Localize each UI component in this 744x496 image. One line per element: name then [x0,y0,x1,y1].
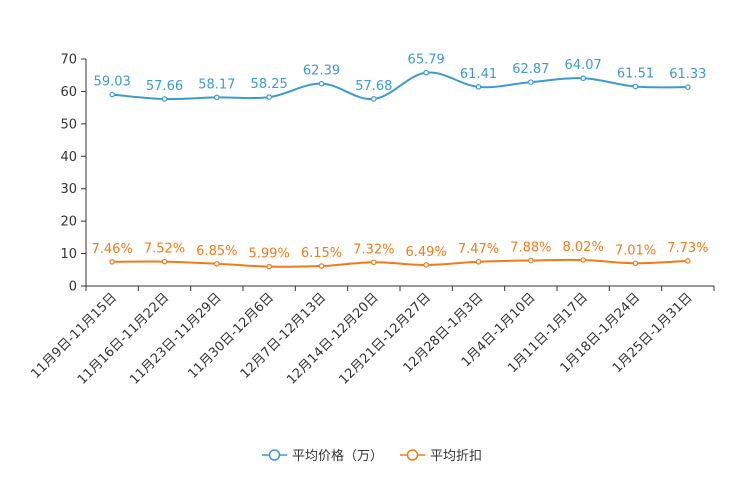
y-tick-label: 40 [60,150,77,165]
data-label: 64.07 [565,58,602,73]
data-label: 7.73% [667,241,708,256]
data-label: 7.88% [510,240,551,255]
data-label: 5.99% [249,247,290,262]
legend-label: 平均折扣 [430,449,482,464]
data-point[interactable] [685,84,691,90]
data-labels: 59.03 57.66 58.17 58.25 62.39 57.68 65.79 61.41… [92,53,709,262]
y-tick-label: 30 [60,182,77,197]
x-tick-label: 11月16日-11月22日 [75,290,172,387]
data-point[interactable] [109,259,115,265]
data-point[interactable] [214,260,220,267]
legend-item-1[interactable]: 平均价格（万） [262,448,383,464]
data-label: 62.87 [512,62,549,77]
data-point[interactable] [632,260,639,267]
data-label: 58.17 [198,77,235,92]
legend-marker-icon [268,449,281,461]
series-line-2 [112,258,688,268]
data-label: 6.49% [406,245,447,260]
x-tick-label: 11月9日-11月15日 [28,290,120,382]
data-point[interactable] [580,75,586,82]
data-point[interactable] [475,258,482,265]
data-point[interactable] [528,257,534,264]
y-tick-label: 70 [60,53,77,68]
data-label: 6.15% [301,246,342,261]
data-point[interactable] [318,263,325,269]
data-label: 7.46% [92,242,133,257]
data-point[interactable] [266,263,272,270]
series-line-1 [112,71,688,101]
data-label: 57.66 [146,79,183,94]
data-point[interactable] [423,69,429,76]
data-label: 61.33 [669,67,706,82]
data-point[interactable] [632,83,639,90]
data-point[interactable] [371,96,377,102]
data-label: 62.39 [303,64,340,79]
legend-item-2[interactable]: 平均折扣 [400,449,482,464]
data-point[interactable] [580,257,586,263]
data-point[interactable] [214,94,220,101]
x-tick-label: 12月21日-12月27日 [337,290,434,387]
data-label: 7.01% [615,243,656,258]
data-point[interactable] [423,262,429,268]
legend-marker-icon [406,449,419,461]
y-tick-label: 0 [69,280,77,295]
data-point[interactable] [475,84,482,90]
y-tick-label: 60 [60,85,77,100]
data-label: 59.03 [94,75,131,90]
chart-legend[interactable]: 平均价格（万） 平均折扣 [262,448,482,464]
y-tick-label: 20 [60,215,77,230]
y-tick-label: 10 [60,247,77,262]
data-point[interactable] [161,258,168,265]
y-tick-label: 50 [60,117,77,132]
series-lines [112,71,688,268]
data-label: 61.41 [460,67,497,82]
data-label: 61.51 [617,67,654,82]
data-point[interactable] [528,79,534,85]
x-tick-label: 12月14日-12月20日 [284,290,381,387]
data-point[interactable] [266,94,272,100]
legend-label: 平均价格（万） [292,448,383,464]
data-label: 7.32% [353,242,394,257]
data-label: 58.25 [251,77,288,92]
data-point[interactable] [161,96,168,102]
data-label: 8.02% [563,240,604,255]
data-point[interactable] [371,259,377,266]
data-label: 6.85% [196,244,237,259]
data-point[interactable] [109,91,115,98]
data-point[interactable] [318,80,325,87]
data-label: 65.79 [408,53,445,68]
series-points [109,69,691,270]
data-label: 7.47% [458,242,499,257]
data-point[interactable] [685,258,691,264]
chart-axes: 0 10 20 30 40 50 60 70 11月9日-11月15日11月16日-11月22日… [28,53,715,388]
x-tick-label: 11月23日-11月29日 [127,290,224,387]
data-label: 57.68 [355,79,392,94]
data-label: 7.52% [144,242,185,257]
